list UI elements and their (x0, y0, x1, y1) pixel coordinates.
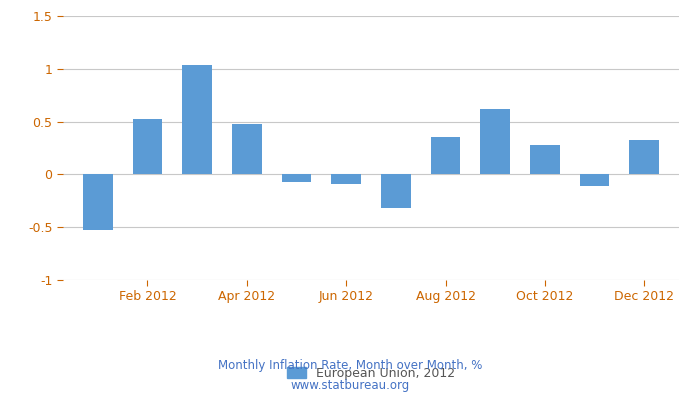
Bar (182, 64, 212, 174)
Bar (331, 174, 361, 184)
Legend: European Union, 2012: European Union, 2012 (282, 362, 460, 385)
Bar (580, 174, 610, 186)
Bar (132, 120, 162, 174)
Bar (629, 140, 659, 174)
Bar (281, 174, 312, 182)
Bar (381, 174, 411, 208)
Text: www.statbureau.org: www.statbureau.org (290, 380, 410, 392)
Bar (83, 174, 113, 230)
Bar (530, 145, 560, 174)
Bar (430, 138, 461, 174)
Bar (480, 109, 510, 174)
Bar (232, 124, 262, 174)
Text: Monthly Inflation Rate, Month over Month, %: Monthly Inflation Rate, Month over Month… (218, 360, 482, 372)
